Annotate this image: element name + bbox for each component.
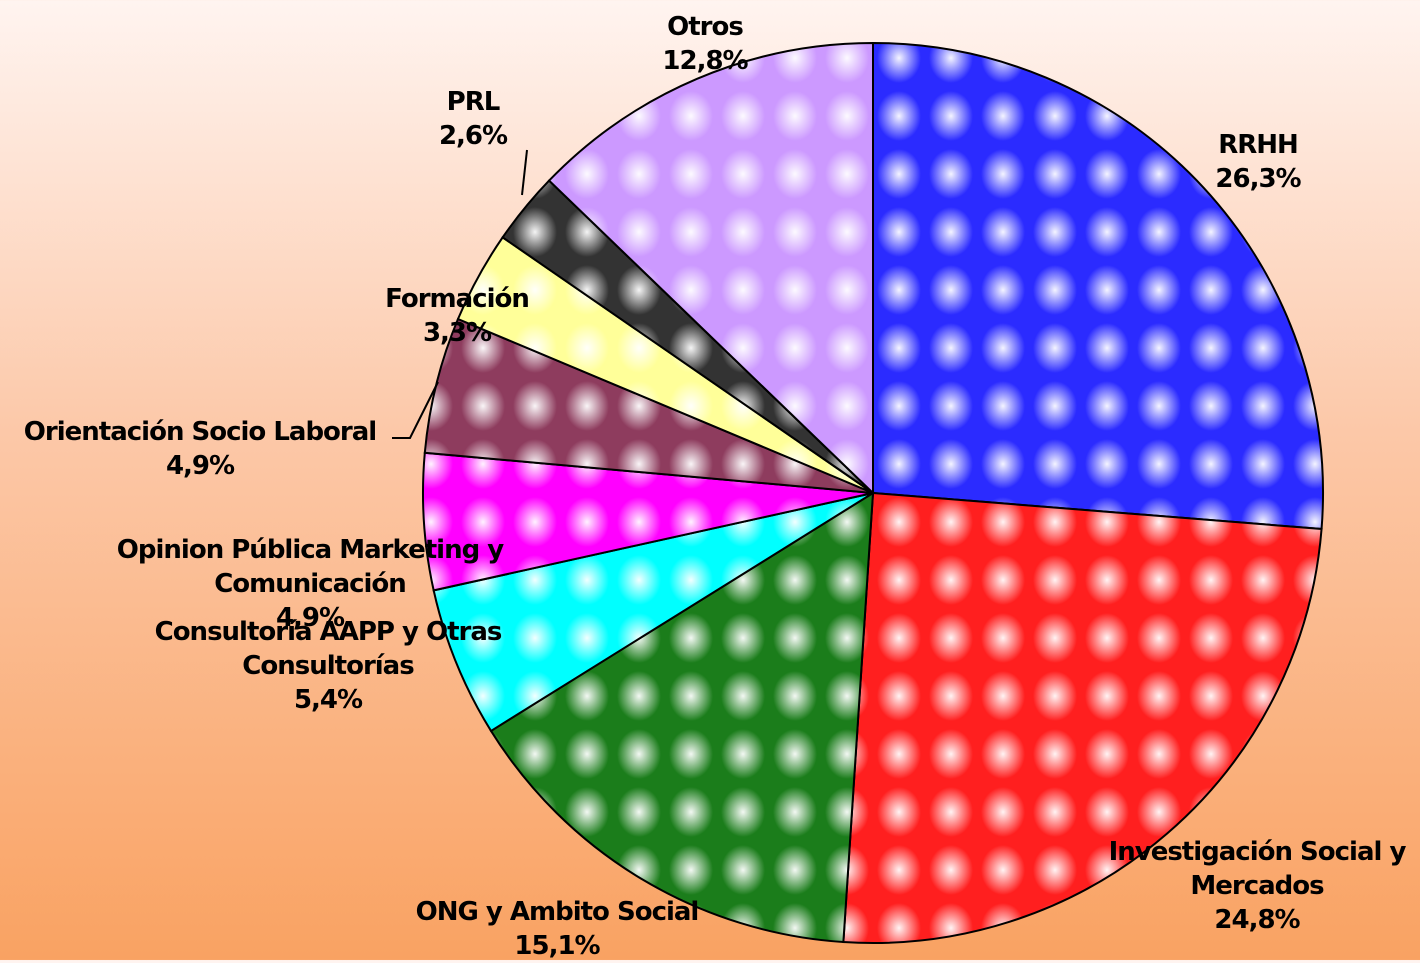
slice-label: Formación 3,3% (357, 282, 557, 350)
slice-label: Investigación Social y Mercados 24,8% (1087, 835, 1420, 937)
slice-label: ONG y Ambito Social 15,1% (387, 895, 727, 963)
category-name: Opinion Pública Marketing y Comunicación (116, 535, 504, 599)
leader-line (392, 381, 439, 439)
pie-slice (842, 491, 1323, 944)
category-name: PRL (446, 87, 501, 117)
slice-label: Orientación Socio Laboral 4,9% (0, 415, 400, 483)
pie-slice (872, 41, 1324, 531)
category-name: Formación (385, 284, 530, 314)
category-name: Investigación Social y Mercados (1108, 837, 1407, 901)
percent-label: 24,8% (1214, 905, 1300, 935)
category-name: Consultoría AAPP y Otras Consultorías (154, 617, 503, 681)
percent-label: 26,3% (1215, 164, 1301, 194)
slice-label: Opinion Pública Marketing y Comunicación… (95, 533, 525, 635)
leader-line (521, 149, 528, 196)
slice-label: Consultoría AAPP y Otras Consultorías 5,4… (133, 615, 523, 717)
pie-slice (432, 492, 874, 733)
percent-label: 12,8% (662, 46, 748, 76)
percent-label: 4,9% (275, 603, 345, 633)
slice-label: Otros 12,8% (635, 10, 775, 78)
slice-label: RRHH 26,3% (1158, 128, 1358, 196)
category-name: RRHH (1218, 130, 1299, 160)
percent-label: 4,9% (165, 451, 235, 481)
pie-slice (547, 41, 874, 496)
percent-label: 15,1% (514, 931, 600, 961)
pie-slice (489, 491, 875, 944)
percent-label: 2,6% (438, 121, 508, 151)
category-name: Orientación Socio Laboral (23, 417, 377, 447)
slice-label: PRL 2,6% (413, 85, 533, 153)
percent-label: 3,3% (422, 318, 492, 348)
category-name: Otros (667, 12, 744, 42)
category-name: ONG y Ambito Social (415, 897, 700, 927)
percent-label: 5,4% (293, 685, 363, 715)
